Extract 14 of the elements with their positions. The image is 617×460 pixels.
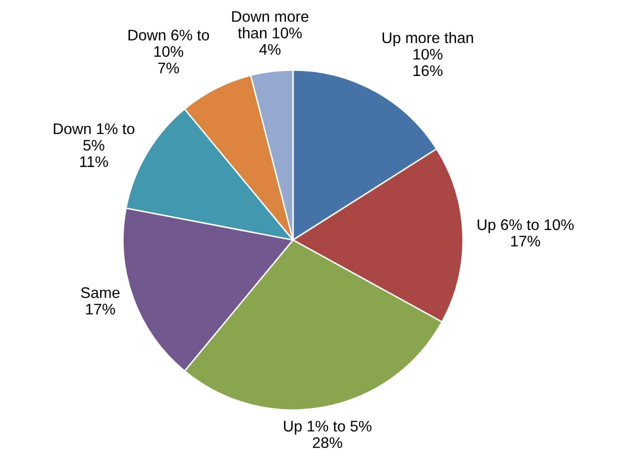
data-label: 17% (511, 236, 540, 246)
data-label: 28% (312, 437, 342, 448)
slice-label: Up more than 10% (382, 32, 474, 60)
data-label: 4% (259, 44, 280, 55)
slice-label: Up 1% to 5% (284, 420, 372, 435)
data-label: 16% (414, 65, 442, 76)
data-label: 11% (80, 156, 108, 168)
data-label: 7% (158, 62, 179, 74)
slice-label: Down more than 10% (232, 11, 308, 38)
slice-label: Down 1% to 5% (54, 123, 134, 151)
data-label: 17% (86, 304, 116, 314)
slice-label: Down 6% to 10% (128, 30, 210, 57)
slice-label: Up 6% to 10% (478, 219, 574, 234)
slice-label: Same (81, 287, 120, 298)
